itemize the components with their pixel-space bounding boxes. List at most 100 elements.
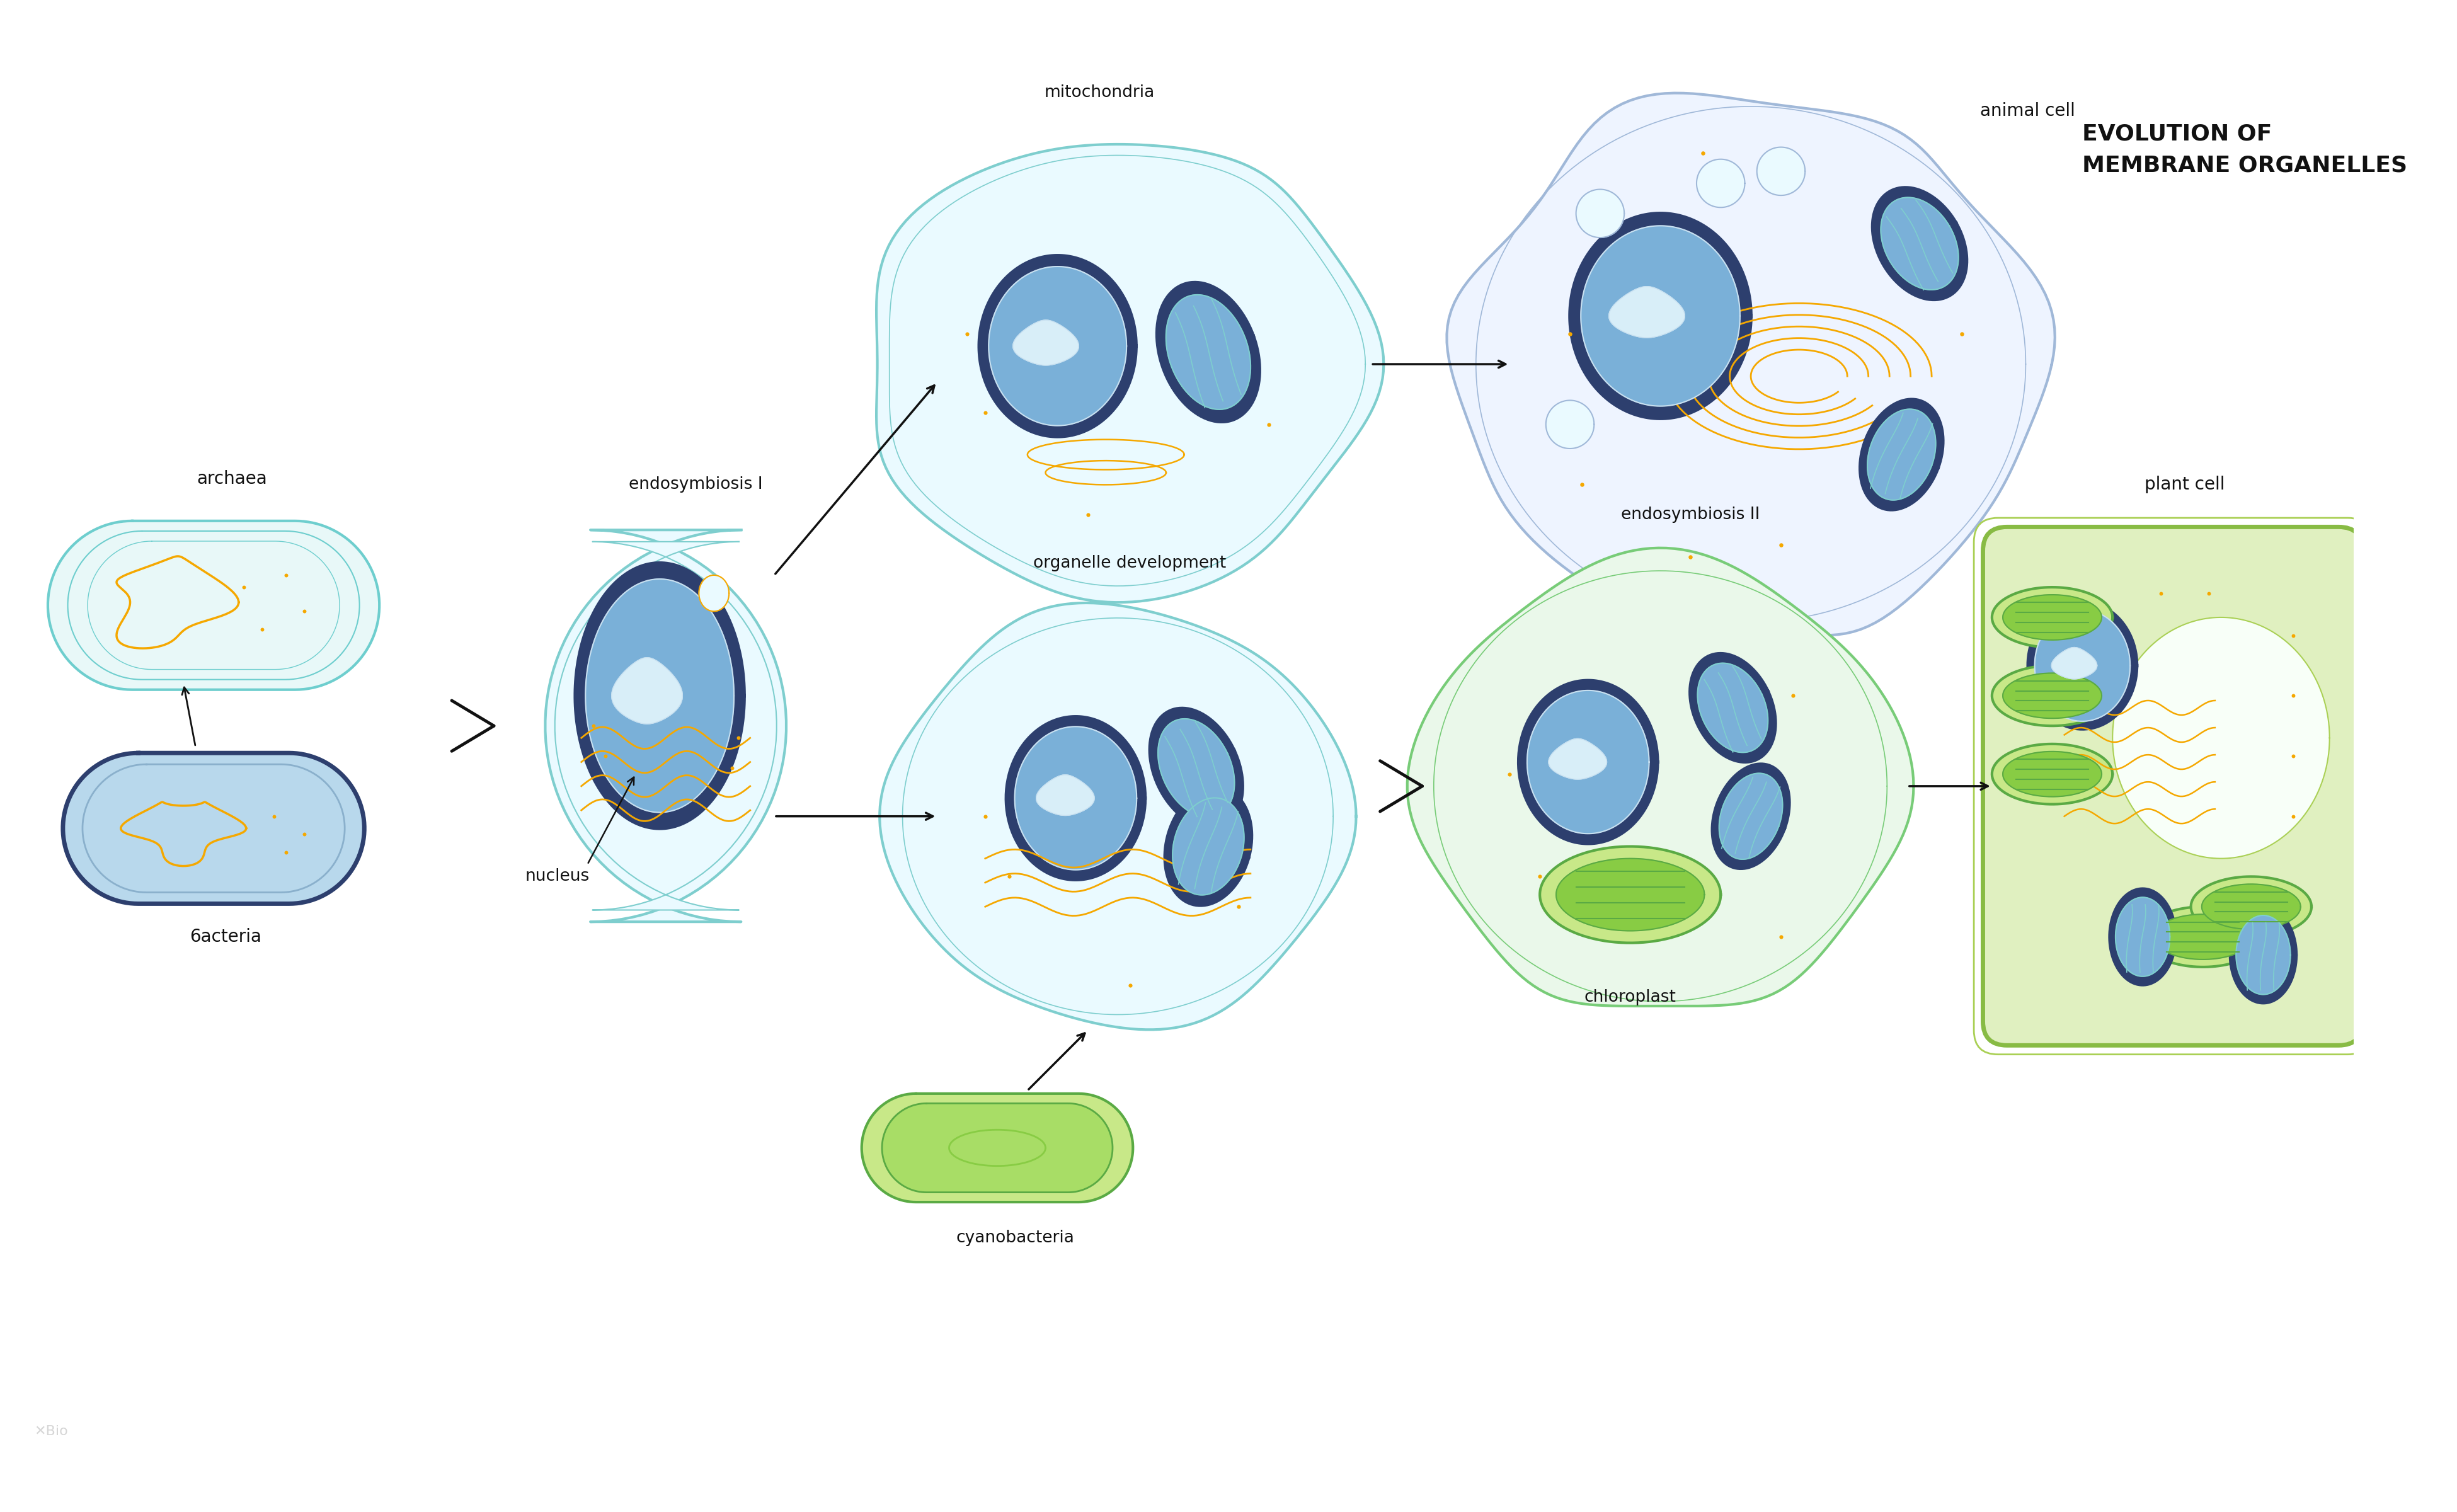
Polygon shape — [1993, 665, 2113, 726]
Polygon shape — [880, 603, 1356, 1030]
Point — [966, 401, 1005, 425]
Polygon shape — [1167, 295, 1251, 410]
Text: EVOLUTION OF
MEMBRANE ORGANELLES: EVOLUTION OF MEMBRANE ORGANELLES — [2084, 122, 2408, 175]
Point — [1489, 762, 1528, 786]
Text: 6acteria: 6acteria — [189, 928, 260, 945]
Polygon shape — [545, 529, 786, 922]
Polygon shape — [115, 556, 238, 649]
Point — [585, 744, 624, 768]
Point — [966, 804, 1005, 829]
Polygon shape — [862, 1093, 1133, 1202]
Polygon shape — [585, 579, 735, 812]
Polygon shape — [2002, 751, 2101, 797]
Polygon shape — [1720, 773, 1784, 859]
Polygon shape — [1993, 587, 2113, 647]
Polygon shape — [1867, 410, 1936, 500]
Polygon shape — [988, 266, 1128, 426]
FancyBboxPatch shape — [1983, 526, 2364, 1045]
Point — [2273, 623, 2312, 647]
Polygon shape — [1698, 664, 1769, 753]
Polygon shape — [1518, 680, 1658, 844]
Polygon shape — [1872, 187, 1968, 299]
Polygon shape — [2236, 915, 2290, 995]
Point — [224, 575, 263, 599]
Text: organelle development: organelle development — [1034, 555, 1226, 572]
Polygon shape — [1860, 399, 1943, 510]
Polygon shape — [1545, 401, 1595, 449]
Polygon shape — [1007, 717, 1145, 880]
Polygon shape — [1609, 286, 1686, 337]
Polygon shape — [980, 256, 1135, 437]
Point — [1774, 683, 1813, 708]
Text: endosymbiosis I: endosymbiosis I — [629, 476, 762, 493]
Polygon shape — [698, 575, 730, 611]
Polygon shape — [1713, 764, 1789, 869]
Point — [285, 599, 324, 623]
Text: nucleus: nucleus — [526, 868, 590, 885]
Polygon shape — [2052, 647, 2096, 679]
Point — [265, 562, 305, 587]
Point — [243, 617, 283, 641]
Polygon shape — [882, 1104, 1113, 1193]
Polygon shape — [1570, 213, 1752, 419]
Point — [2140, 581, 2179, 605]
Polygon shape — [1575, 189, 1624, 237]
Polygon shape — [1548, 739, 1607, 779]
Point — [1683, 141, 1722, 165]
Point — [948, 322, 988, 346]
Point — [1069, 503, 1108, 528]
Polygon shape — [1528, 691, 1649, 833]
Polygon shape — [1172, 798, 1243, 895]
Polygon shape — [2143, 907, 2263, 968]
Point — [1219, 895, 1258, 919]
Point — [2189, 581, 2228, 605]
Polygon shape — [2034, 609, 2130, 721]
Point — [1521, 865, 1560, 889]
Point — [1550, 322, 1590, 346]
Polygon shape — [2002, 594, 2101, 640]
Polygon shape — [2002, 673, 2101, 718]
Text: cyanobacteria: cyanobacteria — [956, 1231, 1074, 1246]
Text: chloroplast: chloroplast — [1585, 989, 1676, 1005]
Polygon shape — [1541, 847, 1720, 943]
Text: plant cell: plant cell — [2145, 476, 2226, 493]
Polygon shape — [612, 658, 683, 724]
Point — [717, 726, 757, 750]
Point — [285, 823, 324, 847]
Polygon shape — [1757, 147, 1806, 195]
Polygon shape — [1165, 788, 1253, 906]
Polygon shape — [2113, 617, 2329, 859]
Point — [2273, 804, 2312, 829]
Point — [1563, 473, 1602, 497]
Polygon shape — [2231, 907, 2297, 1002]
Point — [265, 841, 305, 865]
Point — [1762, 925, 1801, 950]
Polygon shape — [1690, 653, 1776, 762]
Point — [253, 804, 292, 829]
Polygon shape — [1555, 859, 1705, 931]
Polygon shape — [1993, 744, 2113, 804]
Point — [713, 756, 752, 780]
Polygon shape — [1037, 774, 1093, 815]
Point — [990, 865, 1029, 889]
Point — [1762, 532, 1801, 556]
Polygon shape — [1012, 321, 1079, 366]
Polygon shape — [1698, 159, 1744, 207]
Text: animal cell: animal cell — [1980, 103, 2076, 119]
Point — [575, 714, 614, 738]
Point — [2273, 683, 2312, 708]
Polygon shape — [1447, 94, 2054, 635]
Polygon shape — [64, 753, 364, 904]
Polygon shape — [2192, 877, 2312, 937]
Polygon shape — [2152, 915, 2253, 960]
Polygon shape — [575, 562, 744, 829]
Polygon shape — [1880, 198, 1958, 290]
Polygon shape — [47, 522, 378, 689]
Polygon shape — [1580, 225, 1740, 407]
Polygon shape — [2115, 897, 2170, 977]
Polygon shape — [84, 764, 344, 892]
Polygon shape — [1157, 283, 1260, 422]
Text: mitochondria: mitochondria — [1044, 85, 1155, 101]
Point — [1941, 322, 1980, 346]
Text: endosymbiosis II: endosymbiosis II — [1622, 507, 1759, 523]
